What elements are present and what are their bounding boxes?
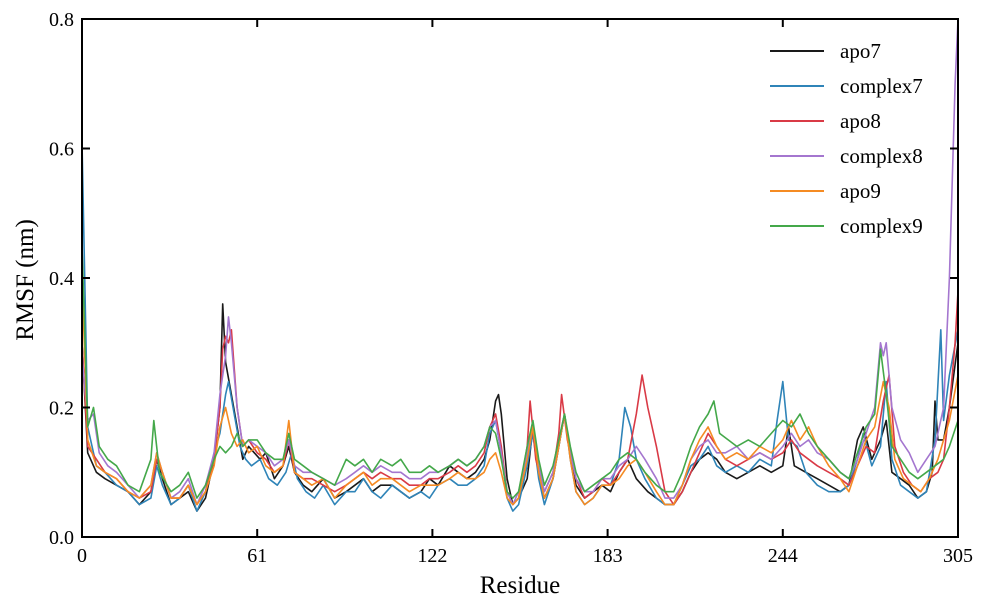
series-line-complex7 — [82, 141, 958, 512]
series-line-complex8 — [82, 19, 958, 506]
legend-label-complex7: complex7 — [840, 74, 923, 98]
series-layer — [82, 19, 958, 512]
legend-label-apo7: apo7 — [840, 39, 881, 63]
legend-label-complex9: complex9 — [840, 214, 923, 238]
y-tick-label: 0.0 — [49, 527, 74, 549]
x-tick-label: 0 — [77, 545, 87, 567]
legend-label-complex8: complex8 — [840, 144, 923, 168]
series-line-apo8 — [82, 290, 958, 506]
y-axis-label: RMSF (nm) — [12, 219, 39, 341]
y-tick-label: 0.4 — [49, 268, 74, 290]
x-tick-label: 122 — [417, 545, 447, 567]
legend-label-apo9: apo9 — [840, 179, 881, 203]
y-tick-label: 0.2 — [49, 398, 74, 420]
series-line-complex9 — [82, 245, 958, 499]
legend-label-apo8: apo8 — [840, 109, 881, 133]
legend: apo7 complex7 apo8 complex8 apo9 complex9 — [770, 39, 923, 238]
x-tick-label: 61 — [247, 545, 267, 567]
series-line-apo7 — [82, 303, 958, 512]
x-tick-label: 305 — [943, 545, 973, 567]
x-tick-label: 244 — [768, 545, 798, 567]
x-axis-label: Residue — [480, 572, 561, 599]
y-tick-label: 0.8 — [49, 9, 74, 31]
ticks-layer: 0 61 122 183 244 305 0.0 0.2 0.4 0.6 0.8 — [49, 9, 973, 567]
x-tick-label: 183 — [593, 545, 623, 567]
y-tick-label: 0.6 — [49, 139, 74, 161]
series-line-apo9 — [82, 277, 958, 506]
